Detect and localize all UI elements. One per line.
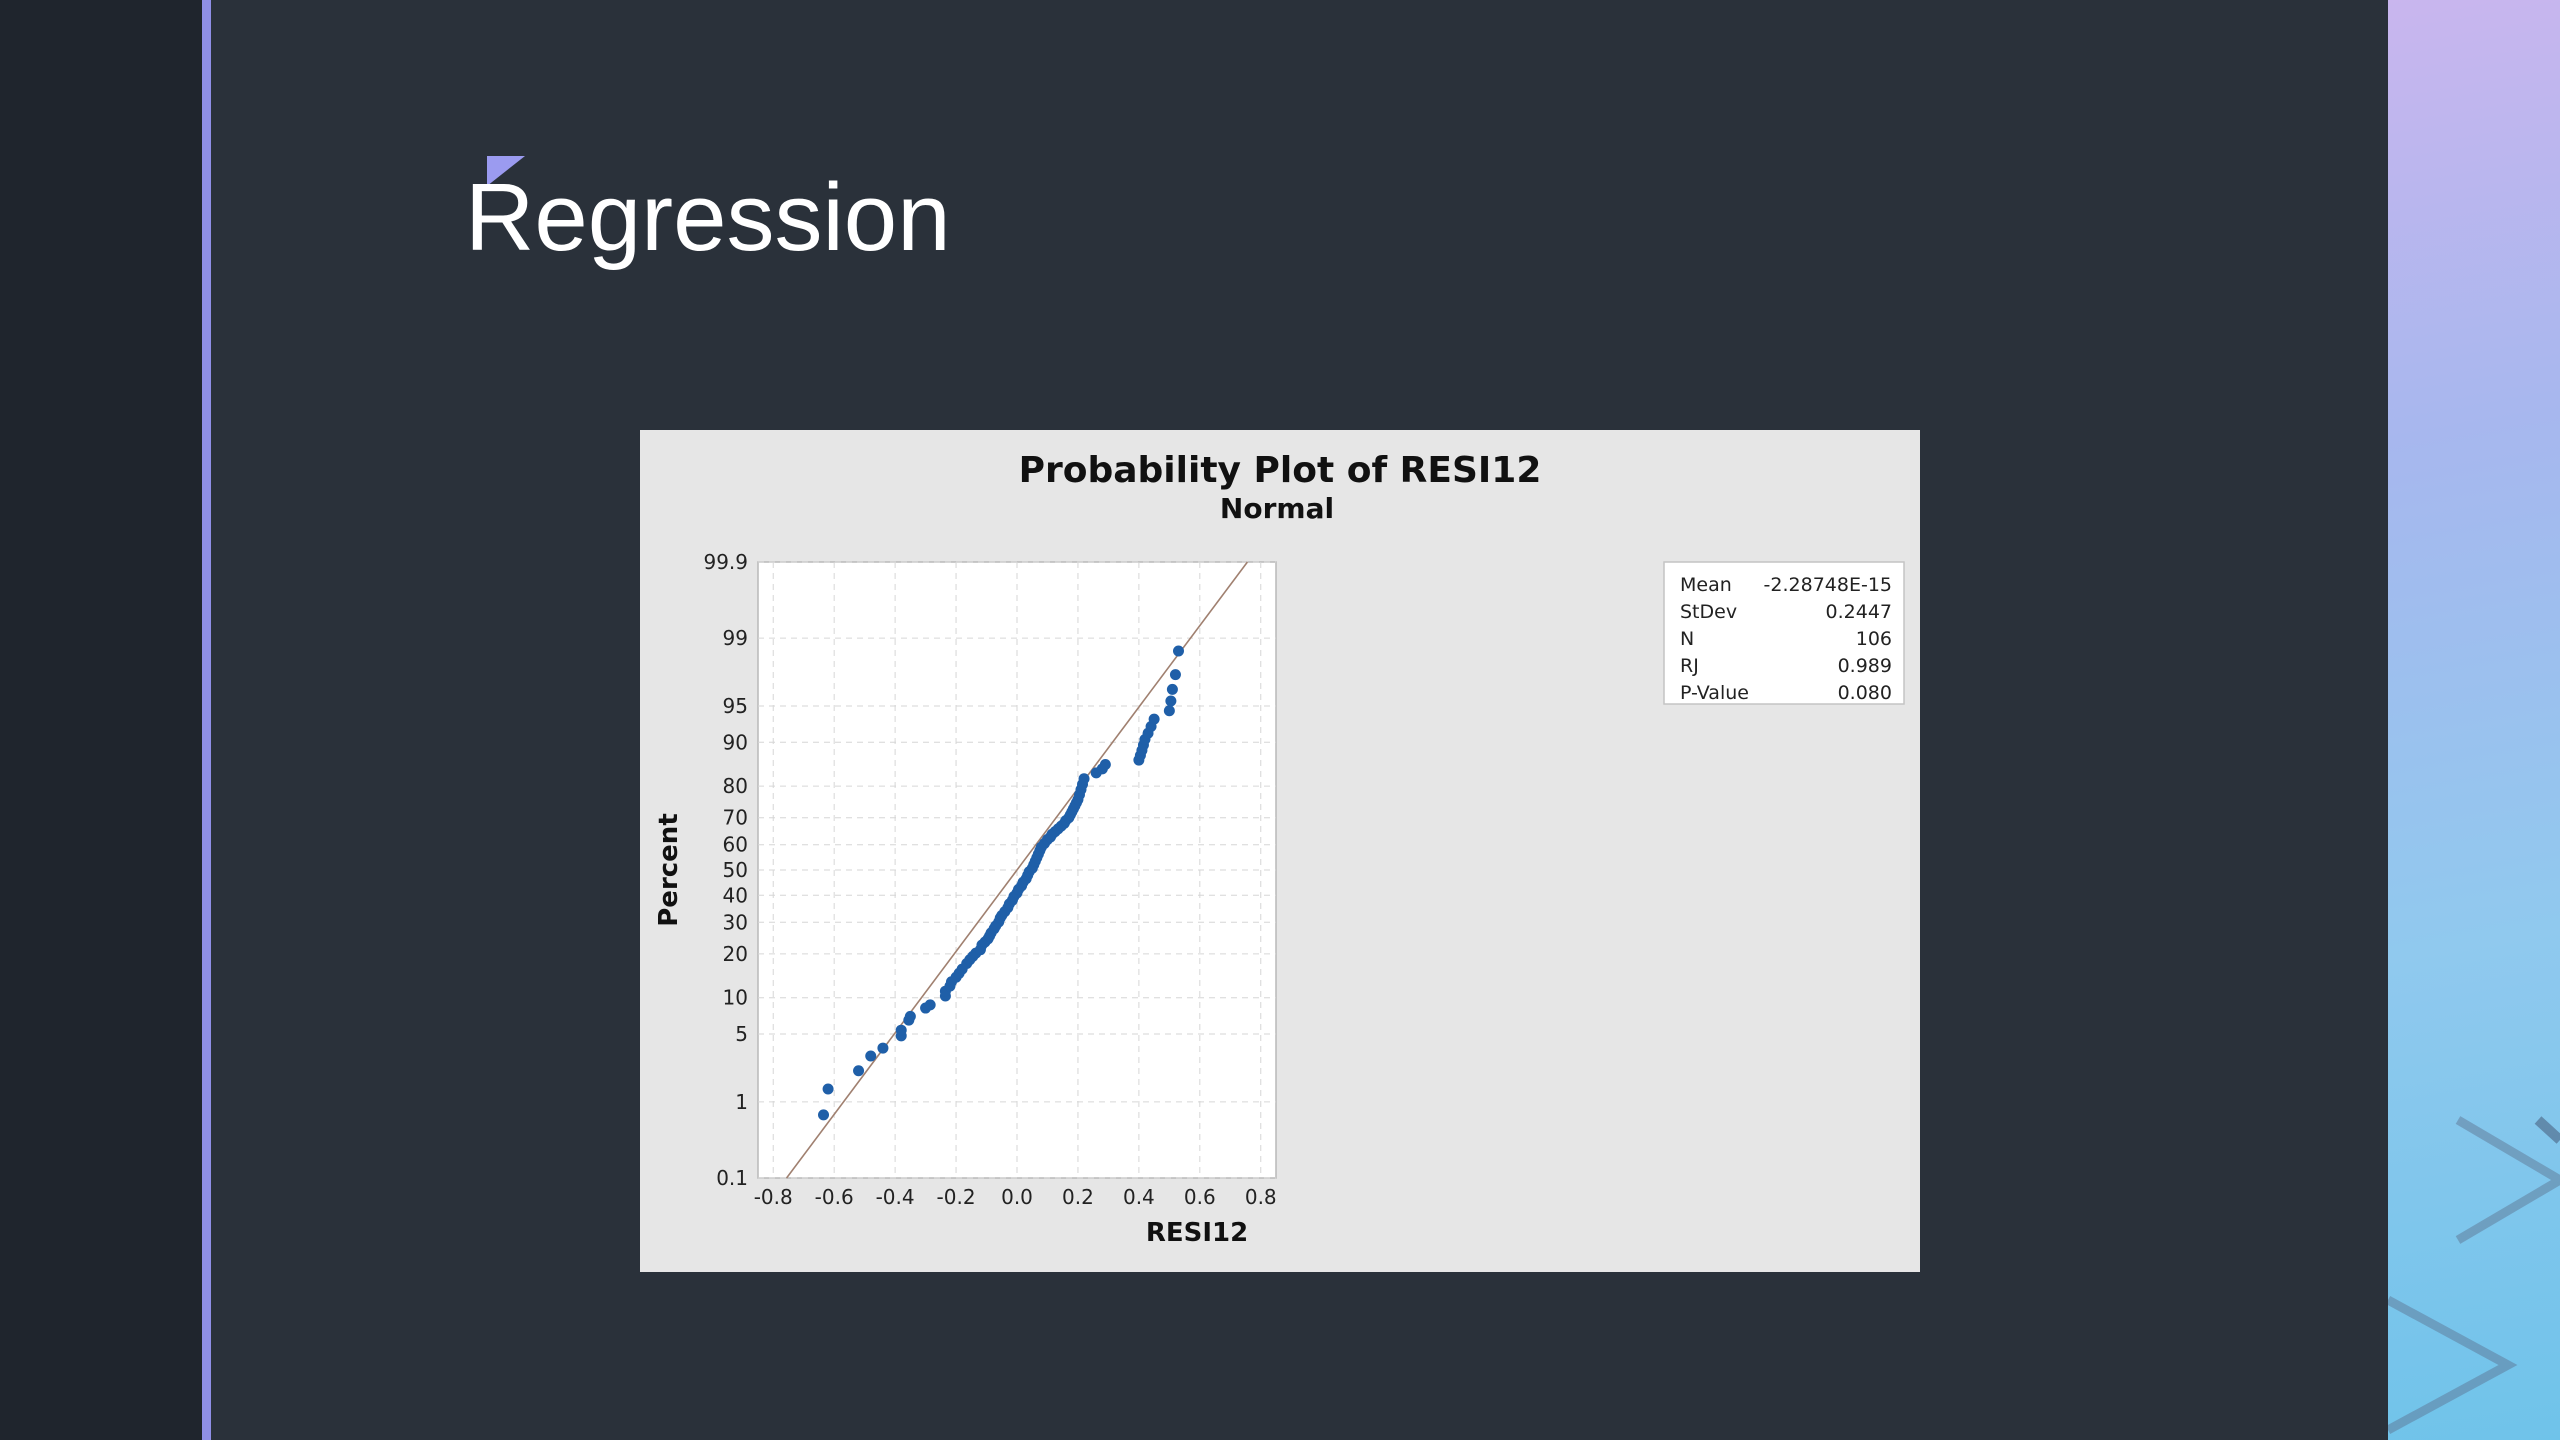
x-tick-label: 0.8 xyxy=(1245,1185,1277,1209)
chart-svg: Probability Plot of RESI12 Normal -0.8 -0… xyxy=(654,450,1905,1248)
x-axis-label: RESI12 xyxy=(1146,1218,1248,1248)
stats-label: P-Value xyxy=(1680,682,1749,704)
chart-title: Probability Plot of RESI12 xyxy=(1019,450,1542,491)
title-corner-mark-icon xyxy=(487,156,525,186)
y-tick-label: 99 xyxy=(723,626,748,650)
y-tick-label: 30 xyxy=(723,910,748,934)
data-point xyxy=(924,999,936,1011)
stats-label: N xyxy=(1680,628,1694,650)
left-accent-bar xyxy=(202,0,211,1440)
stats-value: 0.2447 xyxy=(1826,601,1892,623)
x-tick-label: 0.4 xyxy=(1123,1185,1155,1209)
stats-value: 0.080 xyxy=(1838,682,1892,704)
y-tick-label: 10 xyxy=(723,986,748,1010)
stats-label: StDev xyxy=(1680,601,1737,623)
data-points xyxy=(818,645,1184,1121)
data-point xyxy=(1078,773,1090,785)
data-point xyxy=(818,1109,830,1121)
data-point xyxy=(895,1024,907,1036)
y-tick-label: 70 xyxy=(723,806,748,830)
y-tick-label: 40 xyxy=(723,883,748,907)
stats-box: Mean -2.28748E-15 StDev 0.2447 N 106 RJ 0.989 P-… xyxy=(1663,561,1905,705)
y-tick-label: 5 xyxy=(735,1022,748,1046)
data-point xyxy=(1148,713,1160,725)
data-point xyxy=(904,1010,916,1022)
y-axis-label: Percent xyxy=(654,813,684,927)
fit-line-group xyxy=(785,561,1249,1179)
x-tick-labels: -0.8 -0.6 -0.4 -0.2 0.0 0.2 0.4 0.6 0.8 xyxy=(754,1185,1277,1209)
stats-value: -2.28748E-15 xyxy=(1764,574,1892,596)
x-tick-label: -0.8 xyxy=(754,1185,793,1209)
data-point xyxy=(865,1050,877,1062)
y-tick-label: 95 xyxy=(723,694,748,718)
slide-title: Regression xyxy=(465,164,951,271)
x-tick-label: 0.2 xyxy=(1062,1185,1094,1209)
stats-label: Mean xyxy=(1680,574,1732,596)
stats-box-border xyxy=(1663,561,1905,705)
stats-rows: Mean -2.28748E-15 StDev 0.2447 N 106 RJ 0.989 P-… xyxy=(1680,574,1892,704)
stats-label: RJ xyxy=(1680,655,1699,677)
data-point xyxy=(1169,669,1181,681)
stats-value: 0.989 xyxy=(1838,655,1892,677)
x-tick-label: -0.6 xyxy=(815,1185,854,1209)
x-tick-label: 0.6 xyxy=(1184,1185,1216,1209)
data-point xyxy=(1163,705,1175,717)
y-tick-label: 60 xyxy=(723,833,748,857)
left-band xyxy=(0,0,203,1440)
data-point xyxy=(1165,695,1177,707)
y-tick-label: 80 xyxy=(723,774,748,798)
x-tick-label: -0.2 xyxy=(937,1185,976,1209)
data-point xyxy=(877,1042,889,1054)
x-tick-label: -0.4 xyxy=(876,1185,915,1209)
x-tick-label: 0.0 xyxy=(1001,1185,1033,1209)
data-point xyxy=(1172,645,1184,657)
data-point xyxy=(853,1065,865,1077)
data-point xyxy=(822,1083,834,1095)
chart-subtitle: Normal xyxy=(1220,492,1334,525)
y-tick-label: 50 xyxy=(723,858,748,882)
y-tick-label: 20 xyxy=(723,942,748,966)
data-point xyxy=(1099,759,1111,771)
y-tick-label: 0.1 xyxy=(716,1166,748,1190)
y-tick-label: 99.9 xyxy=(703,550,748,574)
chevron-decoration-icon xyxy=(2388,1116,2560,1434)
data-point xyxy=(1166,683,1178,695)
y-tick-label: 1 xyxy=(735,1090,748,1114)
right-decorative-panel xyxy=(2388,0,2560,1440)
y-tick-label: 90 xyxy=(723,730,748,754)
fit-line xyxy=(785,561,1249,1179)
probability-plot: Probability Plot of RESI12 Normal -0.8 -0… xyxy=(640,430,1920,1272)
stats-value: 106 xyxy=(1856,628,1892,650)
